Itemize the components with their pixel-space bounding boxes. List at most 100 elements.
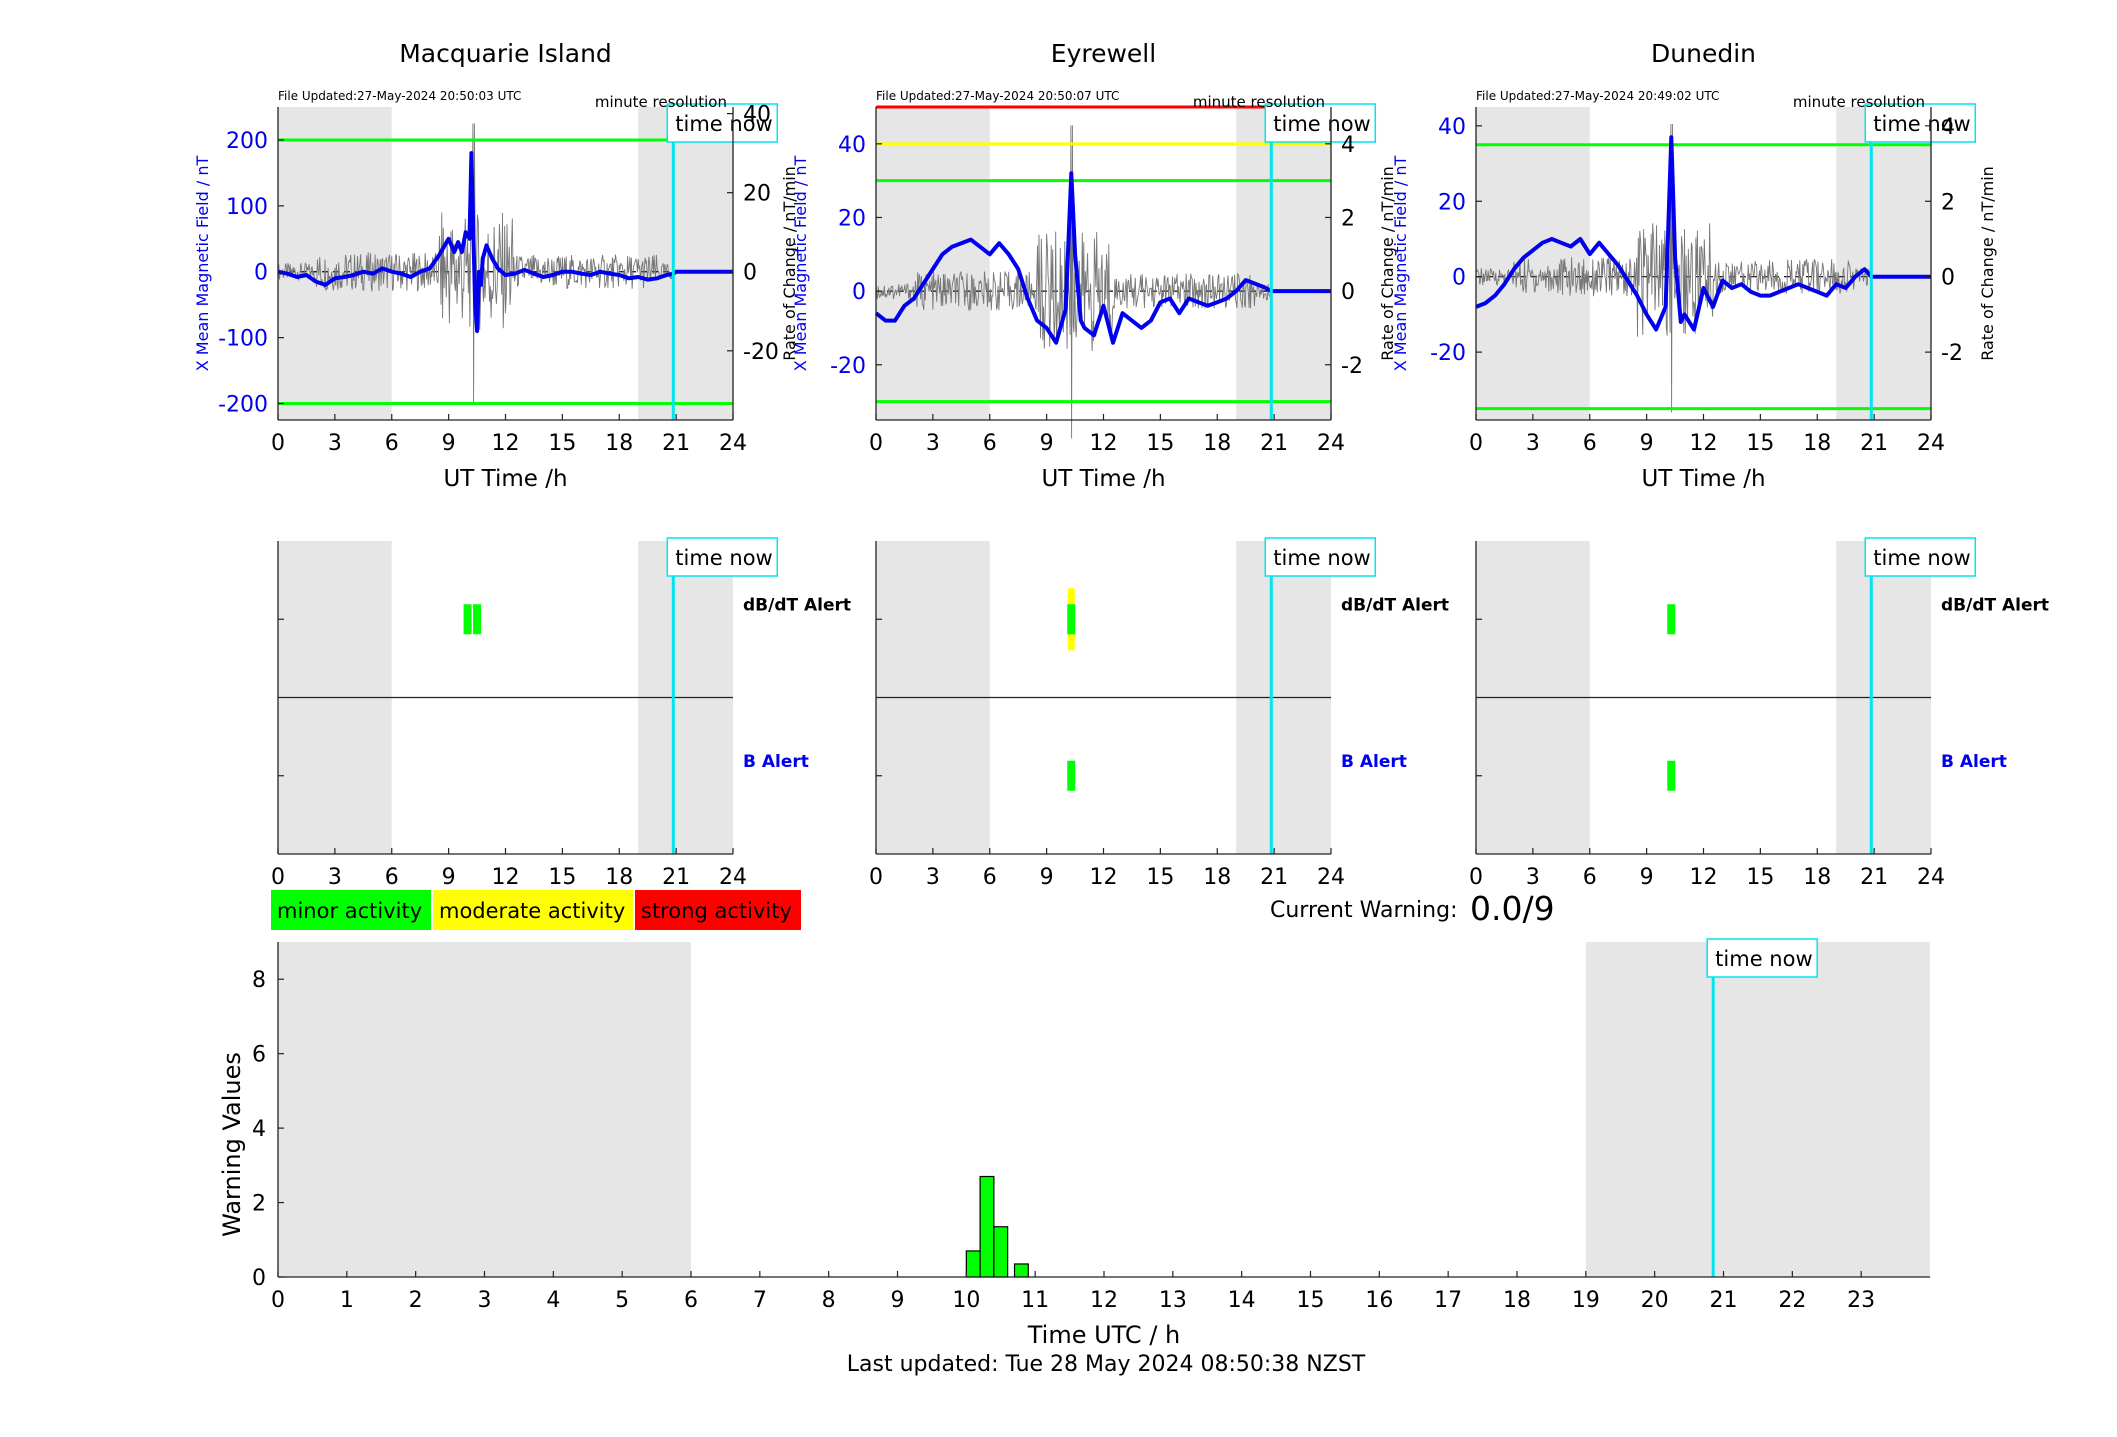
x-tick-label: 15 xyxy=(1297,1288,1325,1313)
x-tick-label: 0 xyxy=(271,1288,285,1313)
x-tick-label: 15 xyxy=(548,431,576,456)
time-now-box xyxy=(1264,103,1377,143)
x-tick-label: 9 xyxy=(442,865,456,890)
y-right-axis-label: Rate of Change / nT/min xyxy=(780,166,799,361)
file-updated-text: File Updated:27-May-2024 20:49:02 UTC xyxy=(1476,89,1719,103)
dbdt-alert-label: dB/dT Alert xyxy=(1941,595,2049,615)
x-tick-label: 9 xyxy=(442,431,456,456)
y-right-tick-label: 4 xyxy=(1341,133,1355,158)
x-tick-label: 24 xyxy=(719,865,747,890)
resolution-text: minute resolution xyxy=(1193,93,1325,111)
dbdt-alert-bar-minor xyxy=(473,604,482,635)
x-tick-label: 21 xyxy=(1710,1288,1738,1313)
x-tick-label: 24 xyxy=(1317,431,1345,456)
time-now-label: time now xyxy=(1273,546,1370,570)
x-tick-label: 18 xyxy=(1203,431,1231,456)
y-right-tick-label: 2 xyxy=(1341,206,1355,231)
y-left-axis-label: X Mean Magnetic Field / nT xyxy=(791,156,810,372)
x-tick-label: 3 xyxy=(1526,865,1540,890)
x-tick-label: 12 xyxy=(1090,431,1118,456)
time-now-label: time now xyxy=(1715,947,1812,971)
x-tick-label: 14 xyxy=(1228,1288,1256,1313)
y-left-tick-label: 20 xyxy=(1438,190,1466,215)
time-now-box xyxy=(666,103,779,143)
y-left-tick-label: 0 xyxy=(1452,266,1466,291)
x-tick-label: 12 xyxy=(1690,865,1718,890)
x-tick-label: 5 xyxy=(615,1288,629,1313)
x-tick-label: 9 xyxy=(1040,865,1054,890)
x-tick-label: 21 xyxy=(1260,865,1288,890)
x-tick-label: 3 xyxy=(328,865,342,890)
x-tick-label: 1 xyxy=(340,1288,354,1313)
time-now-label: time now xyxy=(675,546,772,570)
y-left-tick-label: 100 xyxy=(226,195,268,220)
dbdt-alert-label: dB/dT Alert xyxy=(743,595,851,615)
x-tick-label: 21 xyxy=(1860,865,1888,890)
panel-title: Eyrewell xyxy=(1051,39,1156,68)
x-tick-label: 24 xyxy=(1917,865,1945,890)
x-tick-label: 0 xyxy=(1469,431,1483,456)
night-shade-1 xyxy=(1836,107,1931,420)
warning-bar xyxy=(979,1175,995,1278)
y-tick-label: 2 xyxy=(252,1192,266,1217)
x-tick-label: 11 xyxy=(1021,1288,1049,1313)
b-alert-label: B Alert xyxy=(1941,752,2007,772)
night-shade-0 xyxy=(278,942,691,1277)
x-tick-label: 6 xyxy=(1583,865,1597,890)
y-left-axis-label: X Mean Magnetic Field / nT xyxy=(1391,156,1410,372)
y-left-tick-label: -100 xyxy=(218,327,268,352)
y-tick-label: 8 xyxy=(252,968,266,993)
y-right-axis-label: Rate of Change / nT/min xyxy=(1978,166,1997,361)
y-right-tick-label: -2 xyxy=(1341,354,1363,379)
file-updated-text: File Updated:27-May-2024 20:50:03 UTC xyxy=(278,89,521,103)
x-tick-label: 8 xyxy=(822,1288,836,1313)
x-tick-label: 20 xyxy=(1641,1288,1669,1313)
x-tick-label: 10 xyxy=(952,1288,980,1313)
dbdt-alert-bar-minor xyxy=(1067,604,1076,635)
x-tick-label: 17 xyxy=(1434,1288,1462,1313)
x-tick-label: 12 xyxy=(1090,1288,1118,1313)
b-alert-bar-minor xyxy=(1067,760,1076,791)
time-now-box xyxy=(1706,938,1818,978)
x-tick-label: 21 xyxy=(1860,431,1888,456)
x-tick-label: 6 xyxy=(385,865,399,890)
time-now-label: time now xyxy=(1273,112,1370,136)
y-left-tick-label: 200 xyxy=(226,129,268,154)
x-axis-label: UT Time /h xyxy=(1641,466,1765,492)
x-tick-label: 12 xyxy=(492,865,520,890)
time-now-box xyxy=(666,537,779,577)
warning-bar xyxy=(1013,1263,1029,1278)
y-tick-label: 6 xyxy=(252,1043,266,1068)
panel-title: Dunedin xyxy=(1651,39,1756,68)
x-tick-label: 6 xyxy=(983,431,997,456)
x-tick-label: 15 xyxy=(1146,865,1174,890)
x-tick-label: 7 xyxy=(753,1288,767,1313)
legend-label-strong: strong activity xyxy=(641,899,792,923)
x-tick-label: 24 xyxy=(719,431,747,456)
x-tick-label: 12 xyxy=(492,431,520,456)
x-tick-label: 23 xyxy=(1847,1288,1875,1313)
x-tick-label: 15 xyxy=(1146,431,1174,456)
x-tick-label: 6 xyxy=(983,865,997,890)
x-tick-label: 9 xyxy=(891,1288,905,1313)
x-tick-label: 18 xyxy=(1803,865,1831,890)
y-right-tick-label: 4 xyxy=(1941,115,1955,140)
x-tick-label: 0 xyxy=(869,865,883,890)
last-updated-text: Last updated: Tue 28 May 2024 08:50:38 N… xyxy=(847,1352,1366,1377)
y-right-tick-label: 0 xyxy=(1941,266,1955,291)
x-tick-label: 3 xyxy=(926,865,940,890)
x-tick-label: 15 xyxy=(1746,431,1774,456)
resolution-text: minute resolution xyxy=(1793,93,1925,111)
x-tick-label: 15 xyxy=(548,865,576,890)
x-tick-label: 3 xyxy=(478,1288,492,1313)
x-tick-label: 0 xyxy=(869,431,883,456)
x-tick-label: 18 xyxy=(1203,865,1231,890)
x-axis-label: UT Time /h xyxy=(1041,466,1165,492)
x-tick-label: 3 xyxy=(1526,431,1540,456)
time-now-box xyxy=(1864,537,1977,577)
file-updated-text: File Updated:27-May-2024 20:50:07 UTC xyxy=(876,89,1119,103)
x-tick-label: 19 xyxy=(1572,1288,1600,1313)
y-left-tick-label: 0 xyxy=(852,280,866,305)
time-now-box xyxy=(1864,103,1977,143)
